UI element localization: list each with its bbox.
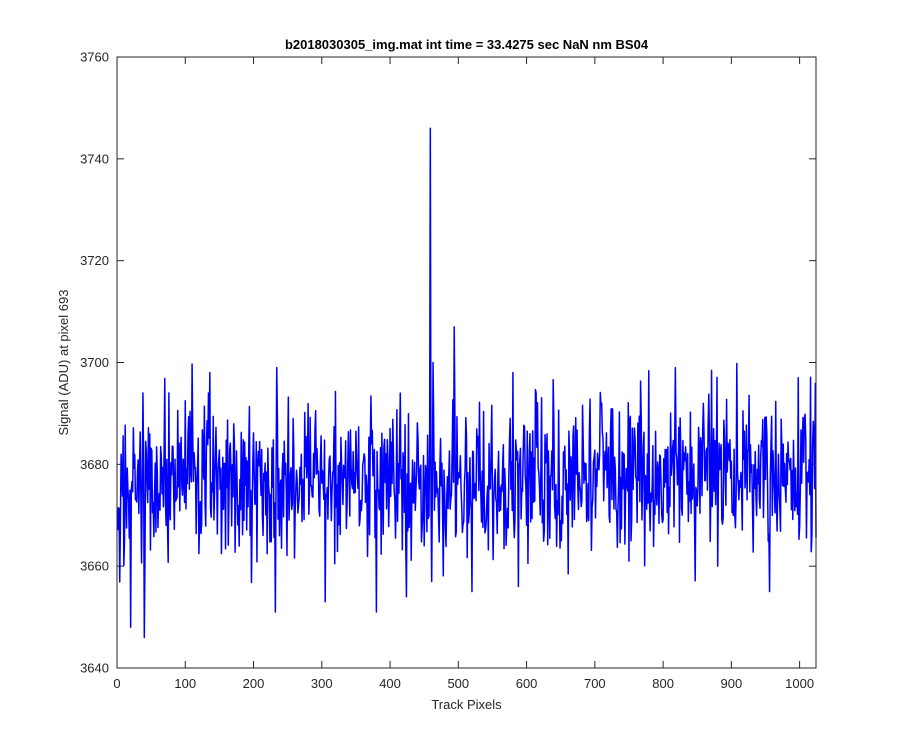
tick-labels: 0 100 200 300 400 500 600 700 800 900 1000 3640 3660… bbox=[80, 50, 814, 692]
x-tick-label: 200 bbox=[243, 676, 265, 691]
y-tick-label: 3700 bbox=[80, 355, 109, 370]
series-line bbox=[116, 127, 817, 639]
x-axis-label: Track Pixels bbox=[431, 697, 502, 712]
y-tick-label: 3660 bbox=[80, 559, 109, 574]
x-tick-label: 300 bbox=[311, 676, 333, 691]
x-tick-label: 0 bbox=[113, 676, 120, 691]
y-tick-label: 3640 bbox=[80, 661, 109, 676]
plot-frame bbox=[116, 56, 817, 669]
x-tick-label: 100 bbox=[174, 676, 196, 691]
x-tick-label: 900 bbox=[721, 676, 743, 691]
x-tick-label: 500 bbox=[447, 676, 469, 691]
plot-area-background bbox=[117, 57, 816, 668]
x-tick-label: 700 bbox=[584, 676, 606, 691]
y-tick-label: 3720 bbox=[80, 253, 109, 268]
y-tick-label: 3760 bbox=[80, 50, 109, 65]
y-tick-label: 3680 bbox=[80, 457, 109, 472]
y-axis-label: Signal (ADU) at pixel 693 bbox=[56, 290, 71, 436]
chart-title: b2018030305_img.mat int time = 33.4275 s… bbox=[285, 37, 649, 52]
x-tick-label: 800 bbox=[652, 676, 674, 691]
x-tick-label: 600 bbox=[516, 676, 538, 691]
x-tick-label: 1000 bbox=[785, 676, 814, 691]
y-tick-label: 3740 bbox=[80, 151, 109, 166]
x-tick-label: 400 bbox=[379, 676, 401, 691]
